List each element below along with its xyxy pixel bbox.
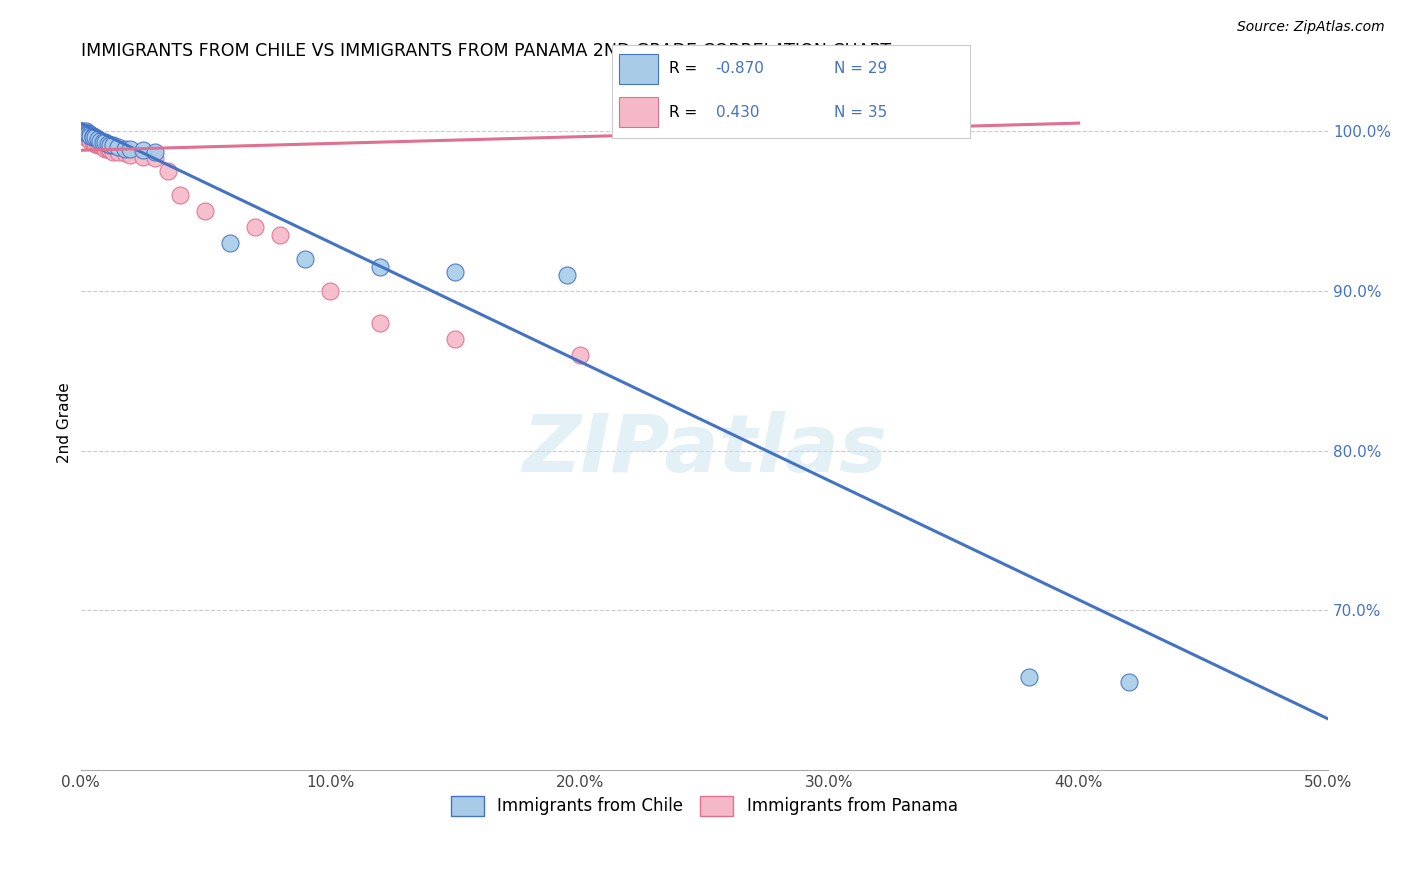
Text: 0.430: 0.430 <box>716 104 759 120</box>
Point <box>72 124 94 138</box>
Point <box>243 219 266 234</box>
Point <box>319 284 342 298</box>
Point <box>107 140 129 154</box>
Point <box>145 145 167 159</box>
Point <box>84 136 107 151</box>
Point <box>94 142 117 156</box>
Point <box>72 128 94 143</box>
Point <box>84 136 107 150</box>
Point <box>145 151 167 165</box>
Legend: Immigrants from Chile, Immigrants from Panama: Immigrants from Chile, Immigrants from P… <box>443 788 966 824</box>
Point <box>82 128 104 143</box>
Point <box>1118 675 1140 690</box>
Point <box>91 136 114 150</box>
Point <box>79 128 101 143</box>
Point <box>194 204 217 219</box>
Point <box>75 128 97 143</box>
Point <box>443 265 465 279</box>
Text: R =: R = <box>669 62 702 77</box>
Point <box>75 126 97 140</box>
Point <box>269 227 291 242</box>
Point <box>132 150 155 164</box>
Text: N = 29: N = 29 <box>834 62 887 77</box>
Point <box>79 134 101 148</box>
Text: -0.870: -0.870 <box>716 62 765 77</box>
Point <box>75 124 97 138</box>
Point <box>79 132 101 146</box>
Text: ZIPatlas: ZIPatlas <box>522 411 887 490</box>
Point <box>169 188 191 202</box>
Point <box>94 136 117 150</box>
Point <box>82 130 104 145</box>
Bar <box>619 54 658 84</box>
Point <box>368 316 391 330</box>
Point <box>101 138 124 153</box>
Point <box>114 146 136 161</box>
Y-axis label: 2nd Grade: 2nd Grade <box>58 383 72 463</box>
Point <box>100 143 122 157</box>
Point <box>75 130 97 145</box>
Text: N = 35: N = 35 <box>834 104 887 120</box>
Point <box>156 164 179 178</box>
Point <box>89 138 111 153</box>
Point <box>97 136 120 151</box>
Point <box>82 136 104 150</box>
Point <box>87 132 110 146</box>
Point <box>120 142 142 156</box>
Point <box>87 136 110 151</box>
Point <box>219 235 242 250</box>
Text: R =: R = <box>669 104 702 120</box>
Point <box>79 128 101 142</box>
Point <box>100 138 122 153</box>
Point <box>1018 670 1040 684</box>
Point <box>89 134 111 148</box>
Point <box>443 332 465 346</box>
Point <box>77 126 100 140</box>
Bar <box>619 97 658 127</box>
Text: IMMIGRANTS FROM CHILE VS IMMIGRANTS FROM PANAMA 2ND GRADE CORRELATION CHART: IMMIGRANTS FROM CHILE VS IMMIGRANTS FROM… <box>80 42 890 60</box>
Point <box>87 138 110 153</box>
Point <box>132 143 155 157</box>
Point <box>120 148 142 162</box>
Point <box>101 145 124 159</box>
Point <box>568 348 591 362</box>
Text: Source: ZipAtlas.com: Source: ZipAtlas.com <box>1237 20 1385 34</box>
Point <box>294 252 316 266</box>
Point <box>555 268 578 282</box>
Point <box>91 140 114 154</box>
Point <box>77 128 100 142</box>
Point <box>77 132 100 146</box>
Point <box>368 260 391 274</box>
Point <box>82 134 104 148</box>
Point <box>77 130 100 145</box>
Point <box>94 140 117 154</box>
Point <box>72 128 94 142</box>
Point <box>97 142 120 156</box>
Point <box>84 130 107 145</box>
Point <box>114 142 136 156</box>
Point <box>107 145 129 159</box>
